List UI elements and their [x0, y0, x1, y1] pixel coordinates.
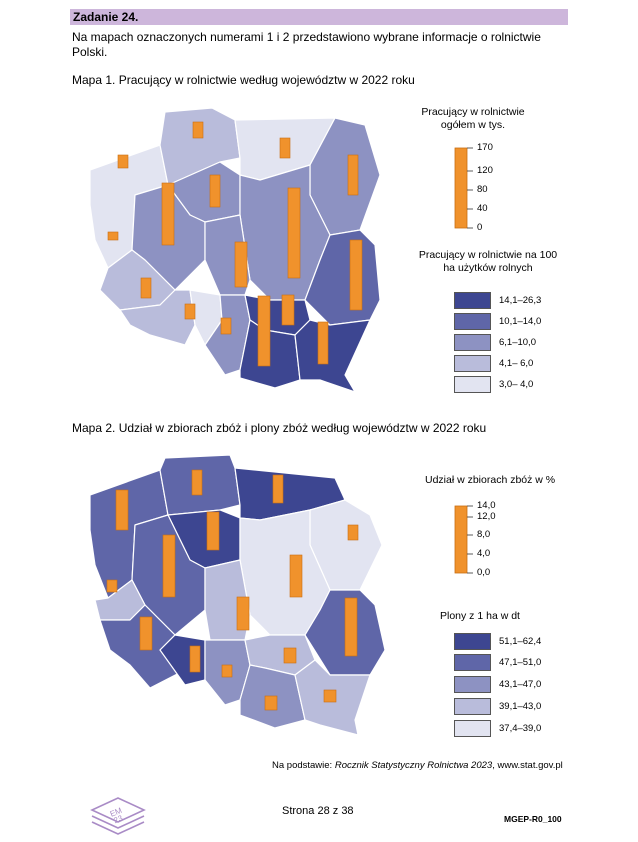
map2-bar-warminsko-mazurskie [272, 474, 284, 504]
map1-bar-slaskie [220, 317, 232, 335]
map1-scale-label: 170 [477, 142, 493, 153]
legend-label: 43,1–47,0 [499, 678, 542, 690]
map1-bar-zachodniopomorskie [117, 154, 129, 169]
source-note: Na podstawie: Rocznik Statystyczny Rolni… [272, 760, 563, 771]
map2-bar-pomorskie [191, 469, 203, 496]
map1-title: Mapa 1. Pracujący w rolnictwie według wo… [72, 73, 415, 87]
map2-bar-mazowieckie [289, 554, 303, 598]
map1-legend-row: 6,1–10,0 [454, 333, 536, 351]
source-prefix: Na podstawie: [272, 760, 335, 771]
map1-region-podkarpackie [294, 319, 371, 393]
intro-text: Na mapach oznaczonych numerami 1 i 2 prz… [72, 30, 541, 59]
source-suffix: , www.stat.gov.pl [492, 760, 563, 771]
map1-bar-warminsko-mazurskie [279, 137, 291, 159]
legend-label: 14,1–26,3 [499, 294, 542, 306]
map2-bar-lubuskie [106, 579, 118, 593]
map2-bar-podlaskie [347, 524, 359, 541]
legend-swatch [454, 333, 491, 351]
map2-legend-row: 43,1–47,0 [454, 675, 541, 693]
map2-scale-label: 0,0 [477, 567, 491, 578]
map2-legend-row: 51,1–62,4 [454, 632, 541, 650]
legend-label: 6,1–10,0 [499, 336, 536, 348]
map2-choropleth-legend-title: Plony z 1 ha w dt [440, 610, 520, 622]
map2-title: Mapa 2. Udział w zbiorach zbóż i plony z… [72, 421, 487, 435]
legend-label: 3,0– 4,0 [499, 378, 534, 390]
legend-label: 51,1–62,4 [499, 635, 542, 647]
map1-bar-lubuskie [107, 231, 119, 241]
map1-bar-wielkopolskie [161, 182, 175, 246]
map2-bar-kujawsko-pomorskie [206, 511, 220, 551]
map1-legend-row: 10,1–14,0 [454, 312, 541, 330]
map2-bar-malopolskie [264, 695, 278, 711]
map1-legend-row: 3,0– 4,0 [454, 375, 533, 393]
map1-legend-row: 4,1– 6,0 [454, 354, 533, 372]
map2-legend-row: 37,4–39,0 [454, 719, 541, 737]
map2-bar-zachodniopomorskie [115, 489, 129, 531]
map2-bar-swietokrzyskie [283, 647, 297, 664]
map2-bar-wielkopolskie [162, 534, 176, 598]
map1-bar-dolnoslaskie [140, 277, 152, 299]
map1-bar-podlaskie [347, 154, 359, 196]
legend-swatch [454, 653, 491, 671]
map1-bar-malopolskie [257, 295, 271, 367]
map1-bar-kujawsko-pomorskie [209, 174, 221, 208]
cke-logo-icon: EM 23 [90, 797, 146, 835]
legend-label: 37,4–39,0 [499, 722, 542, 734]
map1-bar-legend-title: Pracujący w rolnictwie ogółem w tys. [421, 106, 525, 131]
map1-bar-scale [454, 147, 473, 229]
map2-bar-lubelskie [344, 597, 358, 657]
map2-legend-row: 39,1–43,0 [454, 697, 541, 715]
map2-scale-label: 4,0 [477, 548, 491, 559]
legend-swatch [454, 354, 491, 372]
legend-label: 47,1–51,0 [499, 656, 542, 668]
map1-scale-label: 120 [477, 165, 493, 176]
map1-bar-swietokrzyskie [281, 294, 295, 326]
map1-bar-podkarpackie [317, 321, 329, 365]
legend-swatch [454, 375, 491, 393]
legend-swatch [454, 697, 491, 715]
map2-scale-label: 14,0 [477, 500, 496, 511]
map2-bar-scale [454, 505, 473, 574]
legend-swatch [454, 291, 491, 309]
legend-swatch [454, 632, 491, 650]
map2-scale-label: 12,0 [477, 511, 496, 522]
legend-swatch [454, 719, 491, 737]
exam-code: MGEP-R0_100 [504, 814, 562, 824]
source-title: Rocznik Statystyczny Rolnictwa 2023 [334, 760, 493, 771]
svg-text:23: 23 [112, 813, 124, 825]
map1-bar-lubelskie [349, 239, 363, 311]
map1-bar-opolskie [184, 303, 196, 320]
page-number: Strona 28 z 38 [282, 805, 354, 817]
svg-text:EM: EM [109, 806, 124, 819]
map2-bar-legend-title: Udział w zbiorach zbóż w % [425, 474, 556, 486]
legend-label: 39,1–43,0 [499, 700, 542, 712]
map2-bar-slaskie [221, 664, 233, 678]
task-header: Zadanie 24. [70, 9, 568, 25]
map2-bar-opolskie [189, 645, 201, 673]
map2-bar-podkarpackie [323, 689, 337, 703]
map2-bar-dolnoslaskie [139, 616, 153, 651]
map1-legend-row: 14,1–26,3 [454, 291, 541, 309]
map1-bar-lodzkie [234, 241, 248, 288]
map2-scale-label: 8,0 [477, 529, 491, 540]
map1-bar-pomorskie [192, 121, 204, 139]
legend-swatch [454, 312, 491, 330]
map1-scale-label: 40 [477, 203, 488, 214]
map1-choropleth-legend-title: Pracujący w rolnictwie na 100 ha użytków… [418, 249, 558, 274]
legend-swatch [454, 675, 491, 693]
map1-scale-label: 0 [477, 222, 483, 233]
legend-label: 10,1–14,0 [499, 315, 542, 327]
map2-legend-row: 47,1–51,0 [454, 653, 541, 671]
map2-bar-lodzkie [236, 596, 250, 631]
map1-bar-mazowieckie [287, 187, 301, 279]
legend-label: 4,1– 6,0 [499, 357, 534, 369]
map1-scale-label: 80 [477, 184, 488, 195]
